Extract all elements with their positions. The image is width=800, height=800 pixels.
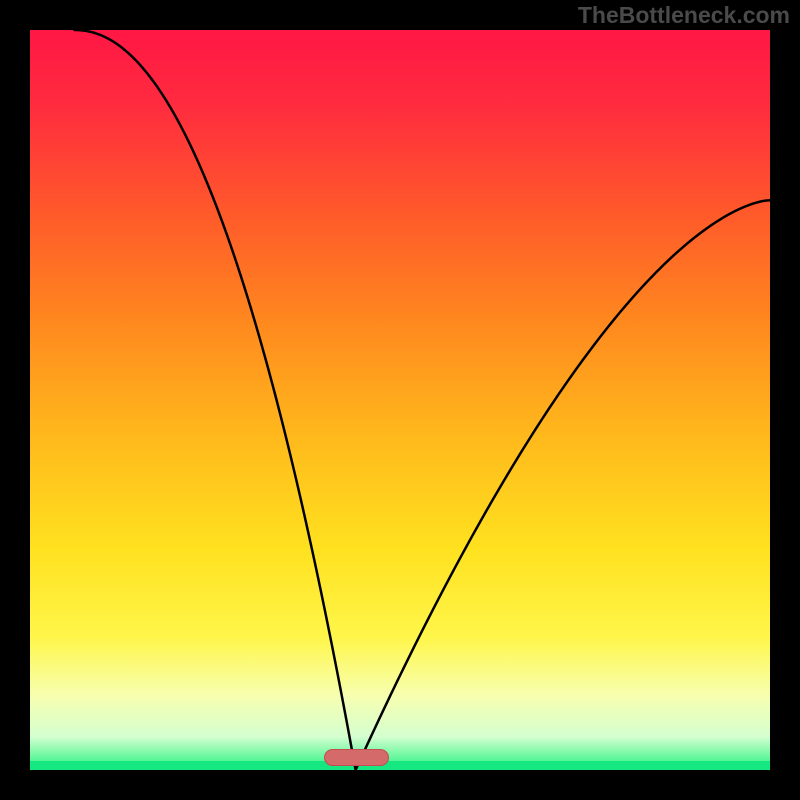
- optimal-marker: [324, 749, 389, 766]
- plot-frame: [30, 30, 770, 770]
- curve-path: [74, 30, 770, 770]
- chart-stage: TheBottleneck.com: [0, 0, 800, 800]
- watermark-text: TheBottleneck.com: [578, 2, 790, 29]
- bottleneck-curve: [30, 30, 770, 770]
